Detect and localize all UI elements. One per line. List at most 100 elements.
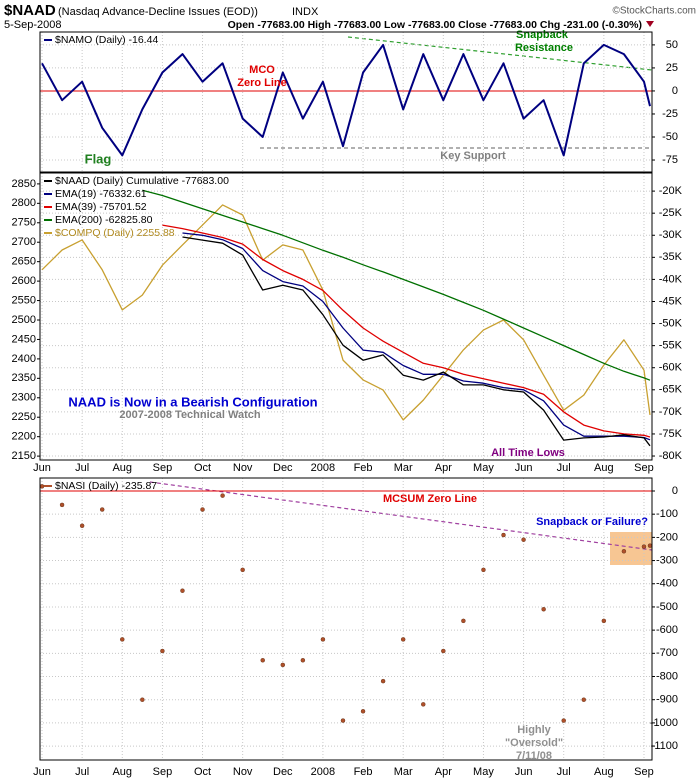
- y-tick-label: 2350: [12, 372, 36, 384]
- y2-tick-label: -25K: [659, 207, 683, 219]
- y-tick-label: -200: [656, 531, 678, 543]
- x-tick-label: 2008: [311, 462, 335, 474]
- annotation: 2007-2008 Technical Watch: [119, 409, 261, 421]
- y2-tick-label: -55K: [659, 340, 683, 352]
- y-tick-label: -75: [662, 154, 678, 166]
- annotation: Highly: [517, 724, 551, 736]
- date: 5-Sep-2008: [4, 19, 62, 31]
- x-tick-label: Mar: [394, 766, 413, 778]
- y2-tick-label: -70K: [659, 406, 683, 418]
- panel-frame: [39, 172, 653, 461]
- y-tick-label: -600: [656, 624, 678, 636]
- x-tick-label: Nov: [233, 766, 253, 778]
- y-tick-label: 2400: [12, 353, 36, 365]
- y-tick-label: -300: [656, 554, 678, 566]
- x-tick-label: Jul: [557, 766, 571, 778]
- x-tick-label: Apr: [435, 766, 452, 778]
- data-point: [260, 658, 265, 663]
- y-tick-label: 2550: [12, 294, 36, 306]
- y-tick-label: 2650: [12, 256, 36, 268]
- annotation: Key Support: [440, 150, 506, 162]
- y-tick-label: 2450: [12, 333, 36, 345]
- series-line: [182, 232, 651, 441]
- trend-line: [149, 481, 653, 551]
- y-tick-label: -1000: [650, 717, 678, 729]
- panel-3: [40, 478, 652, 760]
- series-line: [41, 204, 651, 421]
- y-tick-label: 2750: [12, 217, 36, 229]
- data-point: [280, 662, 286, 668]
- y2-tick-label: -45K: [659, 295, 683, 307]
- data-point: [481, 567, 486, 573]
- x-tick-label: Jun: [33, 462, 51, 474]
- data-point: [380, 678, 386, 684]
- y-tick-label: -400: [656, 578, 678, 590]
- x-tick-label: Dec: [273, 766, 293, 778]
- data-point: [360, 709, 366, 714]
- annotation: MCSUM Zero Line: [383, 493, 477, 505]
- annotation: Zero Line: [237, 77, 287, 89]
- data-point: [421, 702, 426, 707]
- data-point: [601, 618, 607, 624]
- y-tick-label: -900: [656, 694, 678, 706]
- legend-label: EMA(39) -75701.52: [55, 201, 147, 213]
- data-point: [79, 523, 85, 529]
- series-line: [162, 224, 651, 438]
- panel-1: [40, 32, 652, 172]
- y-tick-label: -25: [662, 108, 678, 120]
- x-tick-label: Feb: [354, 766, 373, 778]
- y2-tick-label: -35K: [659, 251, 683, 263]
- annotation: MCO: [249, 64, 275, 76]
- y-tick-label: -50: [662, 131, 678, 143]
- x-tick-label: Mar: [394, 462, 413, 474]
- y2-tick-label: -20K: [659, 185, 683, 197]
- y-tick-label: 2800: [12, 197, 36, 209]
- x-tick-label: May: [473, 462, 494, 474]
- y2-tick-label: -50K: [659, 317, 683, 329]
- x-tick-label: Jun: [515, 766, 533, 778]
- x-tick-label: Jun: [33, 766, 51, 778]
- y-tick-label: -500: [656, 601, 678, 613]
- description: (Nasdaq Advance-Decline Issues (EOD)): [58, 6, 258, 18]
- y-tick-label: 2200: [12, 431, 36, 443]
- legend-label: $NAAD (Daily) Cumulative -77683.00: [55, 175, 229, 187]
- legend-label: $NASI (Daily) -235.87: [55, 480, 157, 492]
- series-line: [182, 236, 651, 447]
- legend-label: EMA(200) -62825.80: [55, 214, 153, 226]
- y2-tick-label: -40K: [659, 273, 683, 285]
- symbol: $NAAD: [4, 2, 56, 19]
- annotation: All Time Lows: [491, 447, 565, 459]
- quote: Open -77683.00 High -77683.00 Low -77683…: [228, 19, 642, 31]
- x-tick-label: Oct: [194, 766, 211, 778]
- x-tick-label: Jul: [75, 766, 89, 778]
- data-point: [39, 484, 45, 489]
- data-point: [561, 718, 566, 723]
- annotation: NAAD is Now in a Bearish Configuration: [68, 394, 317, 409]
- y-tick-label: 2500: [12, 314, 36, 326]
- y2-tick-label: -65K: [659, 384, 683, 396]
- data-point: [647, 543, 653, 548]
- x-tick-label: Aug: [112, 766, 132, 778]
- x-tick-label: Aug: [594, 766, 614, 778]
- y-tick-label: -1100: [651, 740, 678, 752]
- annotation: Resistance: [515, 42, 573, 54]
- y-tick-label: 2150: [12, 450, 36, 462]
- x-tick-label: Feb: [354, 462, 373, 474]
- x-tick-label: Sep: [153, 766, 173, 778]
- x-tick-label: Apr: [435, 462, 452, 474]
- data-point: [400, 637, 406, 642]
- annotation: 7/11/08: [516, 750, 552, 762]
- y2-tick-label: -80K: [659, 450, 683, 462]
- data-point: [220, 493, 225, 498]
- data-point: [99, 507, 105, 512]
- copyright: ©StockCharts.com: [612, 6, 696, 17]
- annotation: Flag: [85, 151, 112, 166]
- y-tick-label: -800: [656, 670, 678, 682]
- x-tick-label: Jul: [75, 462, 89, 474]
- data-point: [300, 658, 306, 663]
- annotation: "Oversold": [505, 737, 563, 749]
- y-tick-label: 2700: [12, 236, 36, 248]
- data-point: [240, 567, 245, 573]
- data-point: [521, 537, 526, 542]
